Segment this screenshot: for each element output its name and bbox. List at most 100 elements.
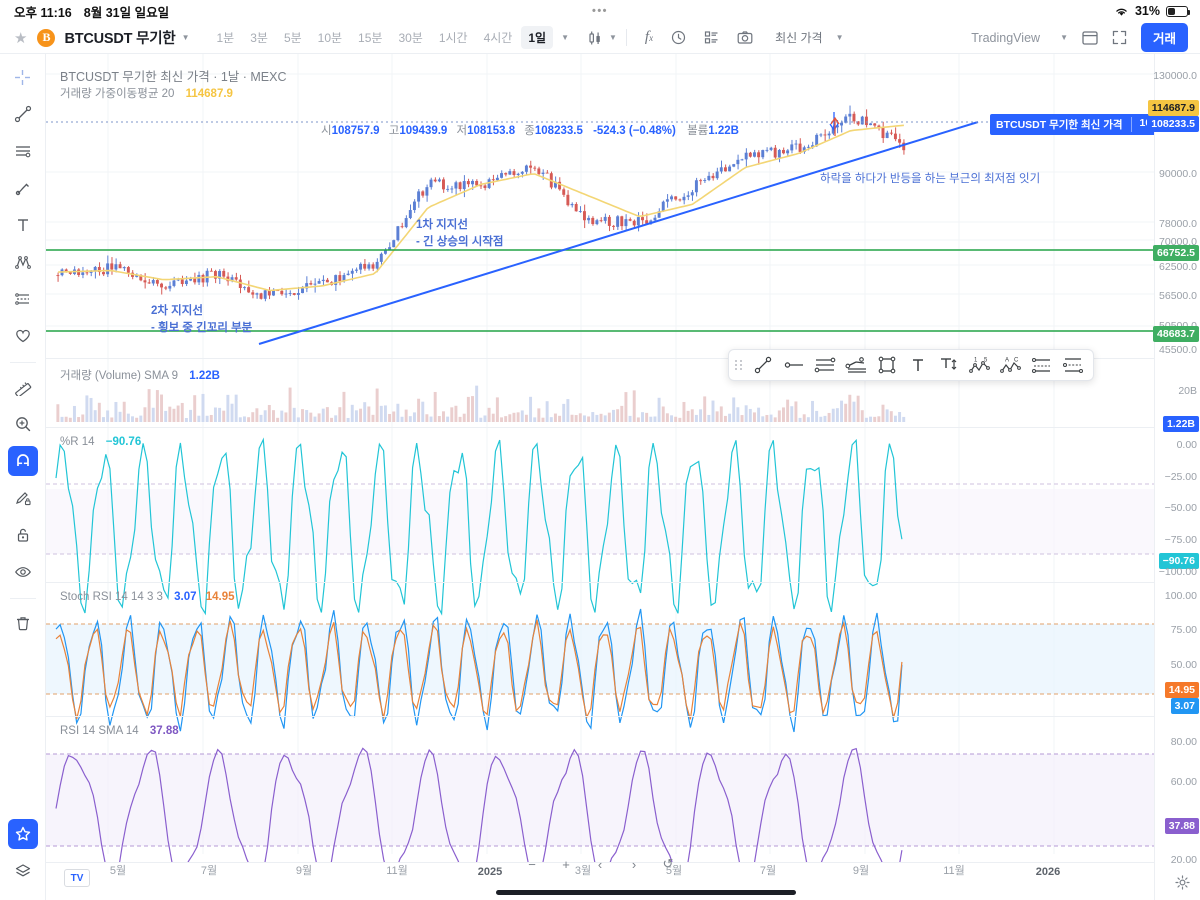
parallel-lines-icon[interactable]: [811, 352, 839, 378]
price-axis[interactable]: 130000.0 114687.9 108233.5 90000.0 78000…: [1147, 54, 1200, 900]
volume-legend[interactable]: 거래량 (Volume) SMA 9 1.22B: [60, 367, 220, 383]
timeframe-4h[interactable]: 4시간: [483, 31, 513, 45]
symbol-selector[interactable]: BTCUSDT 무기한: [64, 31, 176, 47]
candlestick-icon[interactable]: [587, 30, 603, 46]
timeframe-1d[interactable]: 1일: [521, 26, 554, 49]
vwma-price-tag[interactable]: 114687.9: [1147, 100, 1199, 116]
text-icon[interactable]: [904, 352, 932, 378]
main-chart-title[interactable]: BTCUSDT 무기한 최신 가격 · 1날 · MEXC: [60, 70, 287, 84]
trade-button[interactable]: 거래: [1140, 23, 1188, 52]
long-position-icon[interactable]: [1028, 352, 1056, 378]
timeframe-5m[interactable]: 5분: [283, 31, 302, 45]
trash-icon[interactable]: [8, 608, 38, 638]
vwma-legend[interactable]: 거래량 가중이동평균 20 114687.9: [60, 85, 233, 101]
timeframe-chevron-down-icon[interactable]: ▼: [561, 33, 569, 42]
pitchfork-icon[interactable]: [842, 352, 870, 378]
support-1-price-tag[interactable]: 66752.5: [1153, 245, 1199, 261]
horizontal-ray-icon[interactable]: [780, 352, 808, 378]
measure-ruler-icon[interactable]: [8, 372, 38, 402]
stochrsi-legend[interactable]: Stoch RSI 14 14 3 3 3.07 14.95: [60, 591, 235, 603]
camera-icon[interactable]: [737, 30, 753, 45]
timeframe-group: 1분 3분 5분 10분 15분 30분 1시간 4시간 1일 ▼: [210, 26, 569, 49]
scroll-right-button[interactable]: ›: [631, 856, 637, 872]
support-2-price-tag[interactable]: 48683.7: [1153, 326, 1199, 342]
last-price-tag[interactable]: 108233.5: [1147, 116, 1199, 132]
timeframe-3m[interactable]: 3분: [250, 31, 268, 45]
tradingview-logo-badge[interactable]: TV: [64, 869, 90, 887]
annotation-support-1[interactable]: 1차 지지선 - 긴 상승의 시작점: [416, 219, 504, 248]
rsi-tick-80: 80.00: [1170, 736, 1197, 748]
timeframe-1m[interactable]: 1분: [216, 31, 235, 45]
scroll-left-button[interactable]: ‹: [597, 856, 603, 872]
horizontal-lines-icon[interactable]: [8, 136, 38, 166]
annotation-support-2[interactable]: 2차 지지선 - 횡보 중 긴꼬리 부분: [151, 305, 253, 334]
pattern-icon[interactable]: [8, 247, 38, 277]
timeframe-10m[interactable]: 10분: [317, 31, 343, 45]
tradingview-chevron-down-icon[interactable]: ▼: [1060, 33, 1068, 42]
crosshair-icon[interactable]: [8, 62, 38, 92]
rectangle-icon[interactable]: [873, 352, 901, 378]
annotation-trendline[interactable]: 하락을 하다가 반등을 하는 부근의 최저점 잇기: [820, 173, 1041, 185]
reset-chart-button[interactable]: ↺: [662, 856, 674, 871]
home-indicator[interactable]: [496, 890, 796, 895]
pen-lock-icon[interactable]: [8, 483, 38, 513]
anchored-text-icon[interactable]: [935, 352, 963, 378]
fullscreen-icon[interactable]: [1112, 30, 1127, 45]
chevron-down-icon[interactable]: ▼: [181, 33, 190, 42]
price-mode-chevron-down-icon[interactable]: ▼: [835, 33, 844, 42]
pane-separator-rsi[interactable]: [46, 716, 1154, 717]
brush-icon[interactable]: [8, 173, 38, 203]
zoom-in-button[interactable]: +: [562, 856, 570, 872]
zoom-in-icon[interactable]: [8, 409, 38, 439]
dynamic-island-dots: •••: [591, 5, 609, 17]
drag-grip-icon[interactable]: [735, 360, 743, 370]
ohlc-volume: 1.22B: [708, 125, 739, 137]
chart-canvas[interactable]: BTCUSDT 무기한 최신 가격 · 1날 · MEXC 시108757.9 …: [46, 54, 1190, 900]
trend-line-icon[interactable]: [8, 99, 38, 129]
zoom-out-button[interactable]: −: [528, 856, 536, 872]
vwma-legend-value: 114687.9: [185, 88, 233, 100]
star-icon[interactable]: ★: [14, 29, 28, 47]
volume-value-tag[interactable]: 1.22B: [1162, 416, 1199, 432]
favorite-heart-icon[interactable]: [8, 321, 38, 351]
status-date: 8월 31일 일요일: [83, 5, 170, 20]
tradingview-menu[interactable]: TradingView: [971, 30, 1041, 45]
pane-separator-williams[interactable]: [46, 427, 1154, 428]
forecast-icon[interactable]: [8, 284, 38, 314]
lock-icon[interactable]: [8, 520, 38, 550]
pane-separator-stochrsi[interactable]: [46, 582, 1154, 583]
window-icon[interactable]: [1082, 30, 1098, 45]
timeframe-1h[interactable]: 1시간: [438, 31, 468, 45]
trend-line-icon[interactable]: [749, 352, 777, 378]
layout-grid-icon[interactable]: [704, 30, 719, 45]
time-tick-9: 11월: [943, 865, 965, 877]
williams-value-tag[interactable]: −90.76: [1158, 553, 1199, 569]
williams-legend[interactable]: %R 14 −90.76: [60, 436, 141, 448]
price-mode-selector[interactable]: 최신 가격: [775, 31, 823, 45]
layers-icon[interactable]: [8, 856, 38, 886]
star-favorites-icon[interactable]: [7, 819, 38, 849]
status-time: 오후 11:16: [14, 5, 72, 20]
text-tool-icon[interactable]: [8, 210, 38, 240]
short-position-icon[interactable]: [1059, 352, 1087, 378]
pane-separator-volume[interactable]: [46, 358, 1154, 359]
timeframe-30m[interactable]: 30분: [398, 31, 423, 45]
rsi-legend[interactable]: RSI 14 SMA 14 37.88: [60, 725, 179, 737]
stoch-d-value-tag[interactable]: 14.95: [1164, 682, 1199, 698]
chart-type-chevron-down-icon[interactable]: ▼: [609, 33, 617, 42]
magnet-icon[interactable]: [7, 446, 38, 476]
clock-replay-icon[interactable]: [671, 30, 686, 45]
rsi-value-tag[interactable]: 37.88: [1164, 818, 1199, 834]
toolbar-divider: [625, 29, 627, 46]
williams-legend-value: −90.76: [105, 436, 142, 448]
timeframe-15m[interactable]: 15분: [358, 31, 383, 45]
gear-icon[interactable]: [1175, 875, 1190, 890]
stoch-k-value-tag[interactable]: 3.07: [1170, 698, 1199, 714]
williams-tick-0: 0.00: [1176, 439, 1197, 451]
eye-hide-icon[interactable]: [8, 557, 38, 587]
bitcoin-icon: B: [37, 28, 56, 47]
